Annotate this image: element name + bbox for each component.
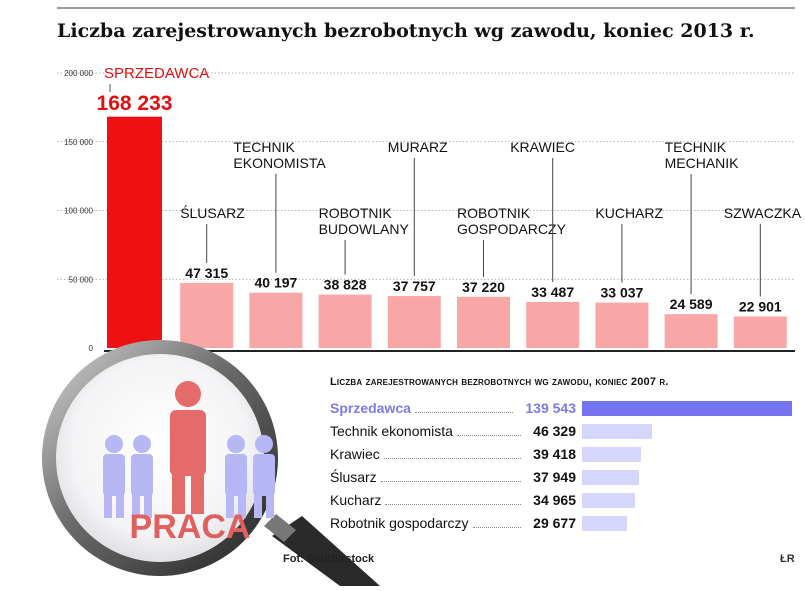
category-label-line: BUDOWLANY xyxy=(319,221,410,237)
category-label-line: KRAWIEC xyxy=(510,139,575,155)
list-row: Technik ekonomista 46 329 xyxy=(330,421,800,441)
category-label-line: TECHNIK xyxy=(233,139,295,155)
leader-dots xyxy=(385,504,521,505)
row-label: Ślusarz xyxy=(330,469,377,485)
category-label: TECHNIK MECHANIK xyxy=(665,139,740,171)
row-label: Krawiec xyxy=(330,446,380,462)
y-tick-label: 50 000 xyxy=(69,275,94,284)
category-label: MURARZ xyxy=(388,139,448,155)
y-tick-label: 100 000 xyxy=(64,207,93,216)
bar xyxy=(107,116,162,348)
leader-dots xyxy=(472,527,521,528)
category-label-line: KUCHARZ xyxy=(595,205,663,221)
value-label: 22 901 xyxy=(739,299,782,315)
category-label-line: MURARZ xyxy=(388,139,448,155)
category-label-line: SPRZEDAWCA xyxy=(104,65,209,82)
bar xyxy=(664,314,718,348)
row-value: 139 543 xyxy=(525,400,576,416)
handle-shape xyxy=(264,514,380,586)
category-label: ROBOTNIK GOSPODARCZY xyxy=(457,205,567,237)
row-label: Robotnik gospodarczy xyxy=(330,515,469,531)
leader-dots xyxy=(380,481,521,482)
row-value: 37 949 xyxy=(533,469,576,485)
row-label: Sprzedawca xyxy=(330,400,411,416)
value-label: 37 220 xyxy=(462,279,505,295)
leader-dots xyxy=(414,412,513,413)
list-row: Sprzedawca 139 543 xyxy=(330,398,800,418)
category-label: TECHNIK EKONOMISTA xyxy=(233,139,326,171)
chart-title: Liczba zarejestrowanych bezrobotnych wg … xyxy=(57,20,755,42)
category-label-line: EKONOMISTA xyxy=(233,155,326,171)
category-label: SZWACZKA xyxy=(724,205,802,221)
category-label: KUCHARZ xyxy=(595,205,663,221)
leader-dots xyxy=(456,435,521,436)
bar-chart-2013: 0 50 000 100 000 150 000 200 000 168 233 SPRZE… xyxy=(57,7,802,353)
row-value: 34 965 xyxy=(533,492,576,508)
list-row: Ślusarz 37 949 xyxy=(330,467,800,487)
magnifier-text: PRACA xyxy=(130,508,251,546)
row-value: 46 329 xyxy=(533,423,576,439)
chart-2013: Liczba zarejestrowanych bezrobotnych wg … xyxy=(57,7,802,353)
row-bar xyxy=(582,470,640,485)
category-label: KRAWIEC xyxy=(510,139,575,155)
row-label: Technik ekonomista xyxy=(330,423,453,439)
category-label-line: SZWACZKA xyxy=(724,205,802,221)
value-label: 33 487 xyxy=(531,284,574,300)
value-label: 168 233 xyxy=(97,92,173,115)
bar xyxy=(180,282,234,348)
value-label: 40 197 xyxy=(254,275,297,291)
chart-2007: Liczba zarejestrowanych bezrobotnych wg … xyxy=(330,372,800,547)
bar xyxy=(457,296,510,348)
chart-2007-title: Liczba zarejestrowanych bezrobotnych wg … xyxy=(330,376,669,388)
bar xyxy=(387,296,441,348)
bar xyxy=(318,294,372,348)
value-label: 37 757 xyxy=(393,278,436,294)
row-bar xyxy=(582,493,635,508)
category-label: SPRZEDAWCA xyxy=(104,65,209,82)
row-bar xyxy=(582,516,627,531)
bar xyxy=(733,316,787,348)
row-bar xyxy=(582,401,792,416)
row-bar xyxy=(582,447,642,462)
photo-credit: Fot: Shutterstock xyxy=(283,553,375,565)
list-row: Kucharz 34 965 xyxy=(330,490,800,510)
value-label: 47 315 xyxy=(185,265,228,281)
category-label-line: GOSPODARCZY xyxy=(457,221,567,237)
leader-dots xyxy=(383,458,521,459)
value-label: 33 037 xyxy=(600,285,643,301)
list-row: Krawiec 39 418 xyxy=(330,444,800,464)
worker-icon xyxy=(170,381,206,514)
publisher-logo: ŁR xyxy=(780,553,795,565)
row-value: 29 677 xyxy=(533,515,576,531)
category-label: ŚLUSARZ xyxy=(180,204,245,221)
category-label-line: MECHANIK xyxy=(665,155,740,171)
y-tick-label: 0 xyxy=(89,344,94,353)
category-label: ROBOTNIK BUDOWLANY xyxy=(319,205,410,237)
bar xyxy=(595,302,649,348)
bar xyxy=(526,301,580,348)
row-label: Kucharz xyxy=(330,492,382,508)
category-label-line: ROBOTNIK xyxy=(319,205,393,221)
row-bar xyxy=(582,424,652,439)
category-label-line: TECHNIK xyxy=(665,139,727,155)
y-tick-label: 200 000 xyxy=(64,69,93,78)
y-tick-label: 150 000 xyxy=(64,138,93,147)
row-value: 39 418 xyxy=(533,446,576,462)
category-label-line: ŚLUSARZ xyxy=(180,204,245,221)
value-label: 38 828 xyxy=(324,277,367,293)
category-label-line: ROBOTNIK xyxy=(457,205,531,221)
bar xyxy=(249,292,303,348)
list-row: Robotnik gospodarczy 29 677 xyxy=(330,513,800,533)
magnifier-illustration: PRACA xyxy=(40,330,400,586)
value-label: 24 589 xyxy=(670,296,713,312)
people-icon xyxy=(103,435,275,518)
